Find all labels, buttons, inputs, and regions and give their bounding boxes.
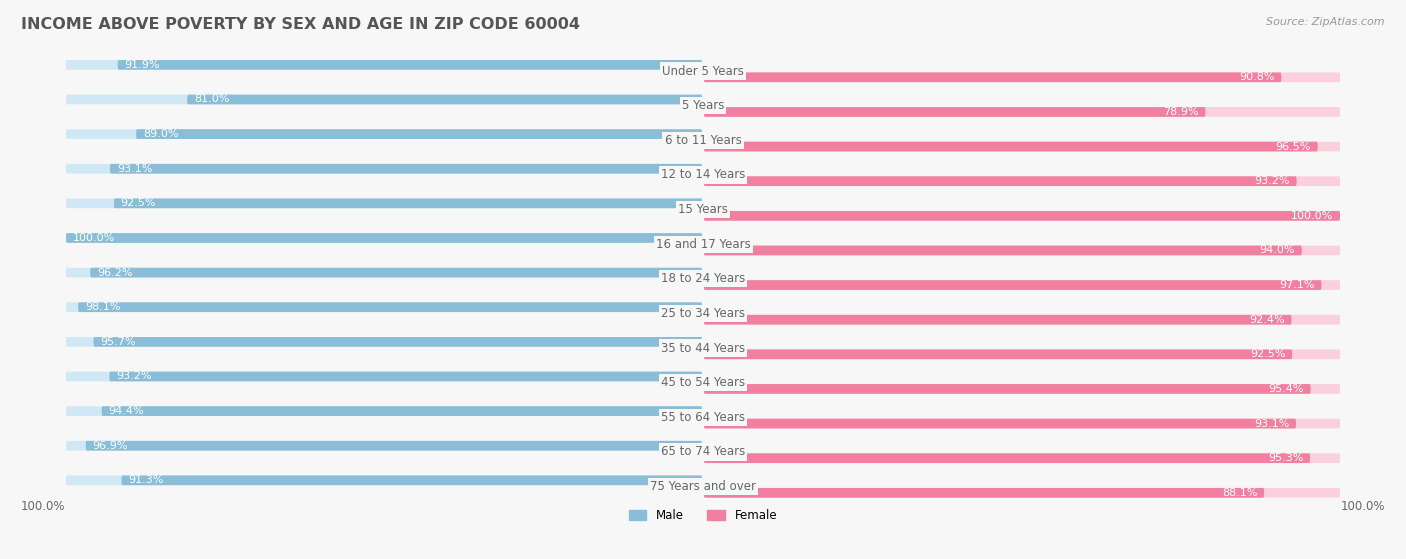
Text: 93.1%: 93.1% (1254, 419, 1289, 429)
Text: 88.1%: 88.1% (1222, 488, 1257, 498)
FancyBboxPatch shape (704, 73, 1281, 82)
FancyBboxPatch shape (704, 73, 1340, 82)
Text: 45 to 54 Years: 45 to 54 Years (661, 376, 745, 389)
FancyBboxPatch shape (66, 441, 702, 451)
FancyBboxPatch shape (66, 94, 702, 105)
Text: 16 and 17 Years: 16 and 17 Years (655, 238, 751, 250)
FancyBboxPatch shape (93, 337, 702, 347)
FancyBboxPatch shape (704, 245, 1302, 255)
Text: 93.1%: 93.1% (117, 164, 152, 174)
FancyBboxPatch shape (90, 268, 702, 277)
Text: 98.1%: 98.1% (84, 302, 121, 312)
Text: 94.0%: 94.0% (1260, 245, 1295, 255)
FancyBboxPatch shape (110, 164, 702, 174)
Text: 96.9%: 96.9% (93, 440, 128, 451)
Text: Source: ZipAtlas.com: Source: ZipAtlas.com (1267, 17, 1385, 27)
FancyBboxPatch shape (110, 372, 702, 381)
FancyBboxPatch shape (704, 384, 1310, 394)
FancyBboxPatch shape (114, 198, 702, 208)
FancyBboxPatch shape (704, 349, 1292, 359)
Text: 96.5%: 96.5% (1275, 141, 1310, 151)
FancyBboxPatch shape (86, 441, 702, 451)
Text: 100.0%: 100.0% (1291, 211, 1333, 221)
Text: 95.7%: 95.7% (100, 337, 135, 347)
FancyBboxPatch shape (136, 129, 702, 139)
Text: 95.3%: 95.3% (1268, 453, 1303, 463)
Text: 35 to 44 Years: 35 to 44 Years (661, 342, 745, 354)
Text: 81.0%: 81.0% (194, 94, 229, 105)
Text: 93.2%: 93.2% (1254, 176, 1289, 186)
FancyBboxPatch shape (66, 337, 702, 347)
FancyBboxPatch shape (66, 268, 702, 277)
Text: 78.9%: 78.9% (1163, 107, 1199, 117)
FancyBboxPatch shape (66, 476, 702, 485)
FancyBboxPatch shape (704, 107, 1340, 117)
FancyBboxPatch shape (704, 280, 1322, 290)
FancyBboxPatch shape (704, 453, 1340, 463)
Text: 55 to 64 Years: 55 to 64 Years (661, 411, 745, 424)
Text: 15 Years: 15 Years (678, 203, 728, 216)
FancyBboxPatch shape (66, 198, 702, 208)
FancyBboxPatch shape (66, 164, 702, 174)
Text: 89.0%: 89.0% (143, 129, 179, 139)
Text: 65 to 74 Years: 65 to 74 Years (661, 446, 745, 458)
FancyBboxPatch shape (704, 176, 1296, 186)
FancyBboxPatch shape (704, 245, 1340, 255)
FancyBboxPatch shape (66, 129, 702, 139)
FancyBboxPatch shape (704, 211, 1340, 221)
Text: 95.4%: 95.4% (1268, 384, 1303, 394)
FancyBboxPatch shape (704, 211, 1340, 221)
FancyBboxPatch shape (704, 349, 1340, 359)
FancyBboxPatch shape (121, 476, 702, 485)
FancyBboxPatch shape (704, 488, 1340, 498)
Text: 94.4%: 94.4% (108, 406, 143, 416)
Text: 90.8%: 90.8% (1239, 72, 1275, 82)
FancyBboxPatch shape (704, 315, 1292, 325)
FancyBboxPatch shape (66, 233, 702, 243)
FancyBboxPatch shape (704, 453, 1310, 463)
FancyBboxPatch shape (704, 280, 1340, 290)
Text: 100.0%: 100.0% (21, 500, 65, 513)
FancyBboxPatch shape (79, 302, 702, 312)
FancyBboxPatch shape (66, 372, 702, 381)
FancyBboxPatch shape (66, 60, 702, 70)
Text: INCOME ABOVE POVERTY BY SEX AND AGE IN ZIP CODE 60004: INCOME ABOVE POVERTY BY SEX AND AGE IN Z… (21, 17, 581, 32)
FancyBboxPatch shape (66, 302, 702, 312)
FancyBboxPatch shape (118, 60, 702, 70)
Text: 25 to 34 Years: 25 to 34 Years (661, 307, 745, 320)
Text: 96.2%: 96.2% (97, 268, 132, 278)
Text: 5 Years: 5 Years (682, 99, 724, 112)
Text: 100.0%: 100.0% (1341, 500, 1385, 513)
Text: Under 5 Years: Under 5 Years (662, 65, 744, 78)
Text: 97.1%: 97.1% (1279, 280, 1315, 290)
FancyBboxPatch shape (704, 419, 1340, 428)
Text: 75 Years and over: 75 Years and over (650, 480, 756, 493)
FancyBboxPatch shape (66, 233, 702, 243)
FancyBboxPatch shape (704, 142, 1340, 151)
FancyBboxPatch shape (101, 406, 702, 416)
FancyBboxPatch shape (704, 176, 1340, 186)
Text: 91.9%: 91.9% (124, 60, 160, 70)
Text: 18 to 24 Years: 18 to 24 Years (661, 272, 745, 285)
Text: 6 to 11 Years: 6 to 11 Years (665, 134, 741, 147)
FancyBboxPatch shape (704, 488, 1264, 498)
FancyBboxPatch shape (704, 315, 1340, 325)
FancyBboxPatch shape (704, 384, 1340, 394)
FancyBboxPatch shape (704, 107, 1205, 117)
Text: 100.0%: 100.0% (73, 233, 115, 243)
FancyBboxPatch shape (704, 142, 1317, 151)
FancyBboxPatch shape (704, 419, 1296, 428)
Text: 92.4%: 92.4% (1249, 315, 1285, 325)
FancyBboxPatch shape (66, 406, 702, 416)
Text: 93.2%: 93.2% (117, 372, 152, 381)
Text: 92.5%: 92.5% (1250, 349, 1285, 359)
Text: 91.3%: 91.3% (128, 475, 163, 485)
Text: 12 to 14 Years: 12 to 14 Years (661, 168, 745, 182)
FancyBboxPatch shape (187, 94, 702, 105)
Legend: Male, Female: Male, Female (624, 504, 782, 527)
Text: 92.5%: 92.5% (121, 198, 156, 209)
